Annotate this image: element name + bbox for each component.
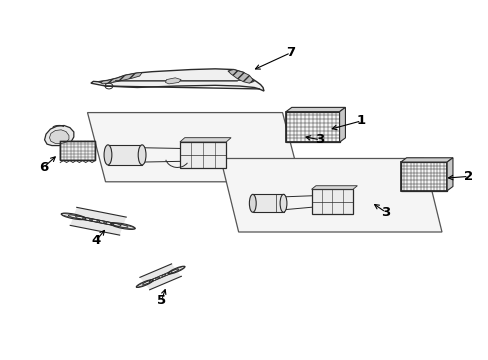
Polygon shape xyxy=(70,207,126,235)
Polygon shape xyxy=(165,78,181,84)
Ellipse shape xyxy=(249,194,256,212)
Bar xyxy=(180,142,226,168)
Text: 6: 6 xyxy=(39,161,48,174)
Bar xyxy=(311,189,352,214)
Polygon shape xyxy=(87,113,300,182)
Ellipse shape xyxy=(110,223,135,229)
Polygon shape xyxy=(339,107,345,142)
Polygon shape xyxy=(140,264,181,290)
Polygon shape xyxy=(400,158,452,162)
Polygon shape xyxy=(220,158,441,232)
Text: 7: 7 xyxy=(285,46,295,59)
Polygon shape xyxy=(285,107,345,112)
Bar xyxy=(285,112,339,142)
Polygon shape xyxy=(98,72,142,84)
Polygon shape xyxy=(227,69,254,83)
Text: 1: 1 xyxy=(356,114,366,127)
Bar xyxy=(400,162,446,191)
Bar xyxy=(60,141,95,161)
Ellipse shape xyxy=(136,280,153,287)
Polygon shape xyxy=(44,126,74,145)
Polygon shape xyxy=(108,145,142,165)
Polygon shape xyxy=(252,194,283,212)
Text: 4: 4 xyxy=(91,234,100,247)
Text: 5: 5 xyxy=(157,294,166,307)
Polygon shape xyxy=(49,130,69,143)
Polygon shape xyxy=(180,138,231,142)
Ellipse shape xyxy=(138,145,146,165)
Polygon shape xyxy=(91,69,264,91)
Polygon shape xyxy=(311,186,357,189)
Ellipse shape xyxy=(167,266,184,274)
Text: 3: 3 xyxy=(381,206,390,219)
Text: 2: 2 xyxy=(463,170,472,183)
Ellipse shape xyxy=(61,213,85,220)
Ellipse shape xyxy=(280,194,286,212)
Bar xyxy=(60,141,95,161)
Ellipse shape xyxy=(104,145,112,165)
Text: 3: 3 xyxy=(315,133,324,146)
Bar xyxy=(285,112,339,142)
Polygon shape xyxy=(446,158,452,191)
Bar xyxy=(400,162,446,191)
